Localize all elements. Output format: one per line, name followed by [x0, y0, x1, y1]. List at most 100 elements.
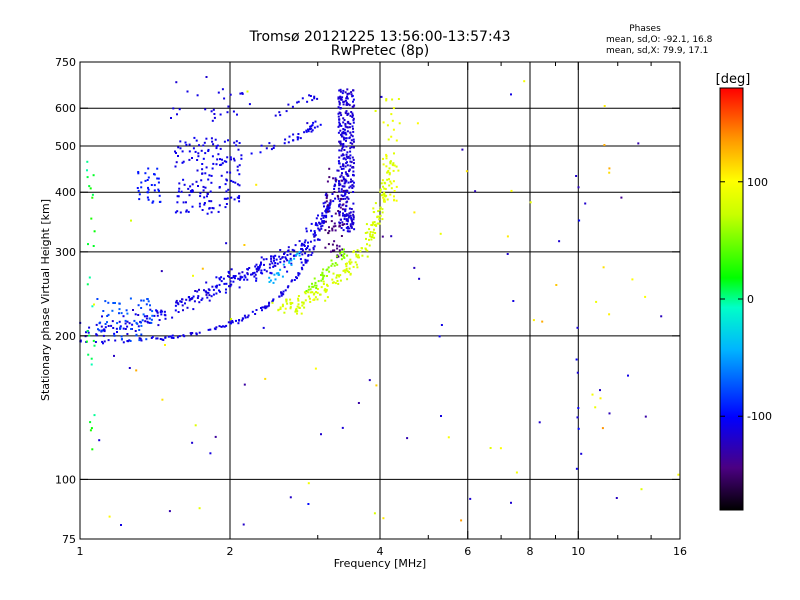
data-point — [102, 310, 105, 312]
data-points — [79, 76, 680, 526]
data-point — [321, 212, 324, 215]
data-point — [174, 309, 177, 312]
data-point — [179, 140, 182, 143]
data-point — [104, 323, 107, 325]
data-point — [143, 315, 146, 318]
data-point — [307, 254, 310, 256]
data-point — [177, 146, 180, 149]
data-point — [345, 226, 348, 229]
data-point — [279, 249, 282, 251]
data-point — [92, 174, 95, 177]
data-point — [352, 213, 355, 216]
colorbar-ticks: 100 0 -100 — [720, 176, 772, 423]
data-point — [130, 328, 133, 330]
data-point — [352, 223, 355, 226]
data-point — [238, 200, 241, 203]
data-point — [189, 297, 192, 300]
data-point — [236, 196, 239, 199]
data-point — [631, 278, 634, 281]
data-point — [342, 145, 345, 148]
data-point — [316, 288, 319, 290]
data-point — [346, 130, 349, 133]
data-point — [225, 242, 228, 245]
data-point — [227, 105, 230, 108]
data-point — [309, 240, 312, 243]
data-point — [288, 261, 291, 264]
data-point — [223, 282, 226, 285]
data-point — [138, 198, 141, 201]
data-point — [274, 262, 277, 264]
data-point — [239, 277, 242, 280]
data-point — [364, 232, 367, 234]
data-point — [298, 307, 301, 309]
data-point — [303, 306, 306, 309]
data-point — [538, 421, 541, 424]
data-point — [266, 305, 269, 308]
data-point — [157, 188, 160, 191]
data-point — [378, 215, 381, 218]
data-point — [201, 163, 204, 165]
data-point — [331, 229, 334, 232]
data-point — [343, 138, 346, 141]
data-point — [248, 103, 251, 106]
data-point — [357, 402, 360, 404]
data-point — [352, 216, 355, 219]
data-point — [510, 501, 512, 504]
data-point — [332, 200, 335, 203]
data-point — [223, 197, 226, 200]
data-point — [270, 260, 273, 263]
data-point — [145, 338, 148, 341]
data-point — [346, 151, 349, 154]
data-point — [341, 135, 344, 138]
data-point — [228, 271, 230, 273]
data-point — [291, 105, 294, 108]
data-point — [345, 139, 347, 142]
data-point — [374, 110, 377, 112]
data-point — [250, 152, 253, 155]
data-point — [368, 244, 371, 247]
data-point — [512, 300, 515, 302]
data-point — [351, 112, 354, 115]
data-point — [297, 295, 300, 297]
data-point — [376, 216, 379, 219]
data-point — [343, 223, 346, 226]
data-point — [230, 283, 233, 286]
data-point — [325, 290, 328, 292]
y-tick-label: 200 — [55, 330, 76, 343]
data-point — [195, 139, 198, 142]
data-point — [594, 406, 597, 409]
data-point — [342, 198, 345, 200]
data-point — [338, 214, 341, 217]
data-point — [88, 185, 91, 188]
data-point — [158, 194, 161, 197]
data-point — [343, 119, 346, 121]
data-point — [352, 174, 355, 177]
data-point — [261, 309, 263, 312]
data-point — [325, 200, 328, 203]
data-point — [220, 163, 223, 166]
data-point — [140, 324, 143, 327]
data-point — [320, 225, 323, 228]
data-point — [118, 308, 121, 311]
data-point — [296, 101, 299, 104]
data-point — [349, 160, 352, 163]
data-point — [345, 155, 348, 158]
data-point — [151, 201, 154, 204]
data-point — [364, 247, 367, 250]
data-point — [576, 416, 579, 419]
data-point — [350, 208, 353, 210]
data-point — [152, 200, 155, 203]
data-point — [353, 162, 355, 165]
data-point — [194, 290, 197, 292]
data-point — [346, 227, 349, 230]
data-point — [349, 273, 352, 276]
data-point — [347, 155, 350, 158]
data-point — [261, 306, 264, 309]
data-point — [158, 190, 160, 192]
data-point — [301, 301, 304, 304]
data-point — [91, 305, 94, 308]
data-point — [116, 331, 118, 333]
data-point — [390, 113, 393, 116]
data-point — [158, 201, 161, 203]
data-point — [352, 138, 355, 141]
